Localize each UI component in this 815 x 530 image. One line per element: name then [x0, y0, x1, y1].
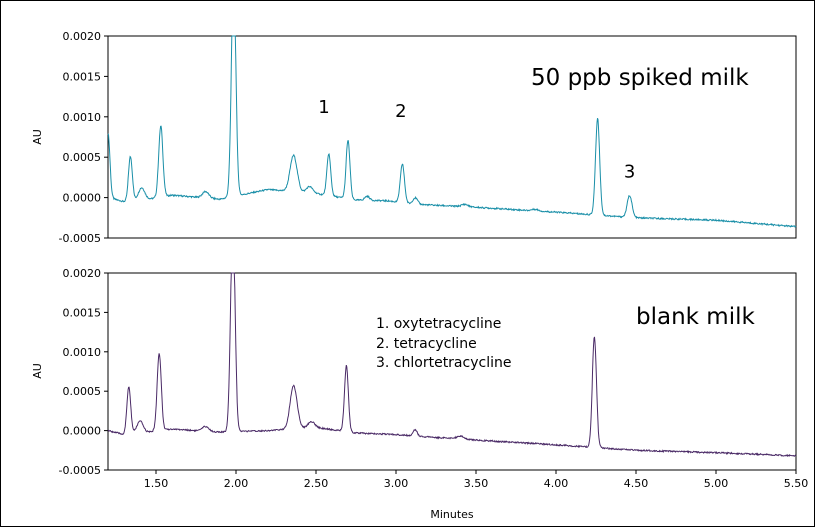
x-axis-label: Minutes	[430, 508, 474, 521]
y-tick-label: 0.0010	[63, 346, 102, 359]
x-tick-label: 1.50	[144, 477, 169, 490]
y-tick-label: 0.0005	[63, 385, 102, 398]
peak-label-2: 2	[395, 101, 406, 122]
panel-blank-milk-plot-area	[107, 272, 797, 471]
x-tick-label: 5.00	[704, 477, 729, 490]
panel-spiked-milk-title: 50 ppb spiked milk	[531, 65, 749, 91]
panel-blank-milk: 0.0020 0.0015 0.0010 0.0005 0.0000 -0.0005 1.…	[31, 267, 808, 521]
panel-blank-milk-x-ticks: 1.50 2.00 2.50 3.00 3.50 4.00 4.50 5.00 5.50	[144, 470, 809, 490]
blank-milk-trace	[107, 272, 797, 458]
x-tick-label: 2.00	[224, 477, 249, 490]
y-tick-label: 0.0005	[63, 151, 102, 164]
spiked-milk-trace	[107, 35, 797, 228]
compound-legend: 1. oxytetracycline 2. tetracycline 3. ch…	[376, 316, 511, 371]
panel-spiked-milk-plot-area	[107, 35, 797, 239]
y-tick-label: 0.0000	[63, 425, 102, 438]
y-tick-label: 0.0020	[63, 267, 102, 280]
y-tick-label: 0.0000	[63, 192, 102, 205]
y-tick-label: 0.0020	[63, 30, 102, 43]
x-tick-label: 5.50	[784, 477, 809, 490]
y-tick-label: -0.0005	[59, 232, 101, 245]
panel-blank-milk-title: blank milk	[636, 304, 755, 330]
x-tick-label: 2.50	[304, 477, 329, 490]
x-tick-label: 3.00	[384, 477, 409, 490]
panel-spiked-milk-y-axis-label: AU	[31, 129, 44, 145]
y-tick-label: -0.0005	[59, 464, 101, 477]
x-tick-label: 3.50	[464, 477, 489, 490]
panel-blank-milk-y-axis-label: AU	[31, 363, 44, 379]
x-tick-label: 4.50	[624, 477, 649, 490]
legend-item-3: 3. chlortetracycline	[376, 355, 511, 371]
panel-spiked-milk-y-ticks: 0.0020 0.0015 0.0010 0.0005 0.0000 -0.0005	[59, 30, 108, 245]
panel-blank-milk-y-ticks: 0.0020 0.0015 0.0010 0.0005 0.0000 -0.0005	[59, 267, 108, 477]
y-tick-label: 0.0015	[63, 306, 102, 319]
legend-item-2: 2. tetracycline	[376, 336, 477, 352]
peak-annotations: 1 2 3	[318, 97, 635, 183]
panel-spiked-milk: 0.0020 0.0015 0.0010 0.0005 0.0000 -0.0005 AU…	[31, 30, 797, 245]
y-tick-label: 0.0010	[63, 111, 102, 124]
peak-label-1: 1	[318, 97, 329, 118]
x-tick-label: 4.00	[544, 477, 569, 490]
legend-item-1: 1. oxytetracycline	[376, 316, 501, 332]
peak-label-3: 3	[624, 161, 635, 182]
y-tick-label: 0.0015	[63, 70, 102, 83]
